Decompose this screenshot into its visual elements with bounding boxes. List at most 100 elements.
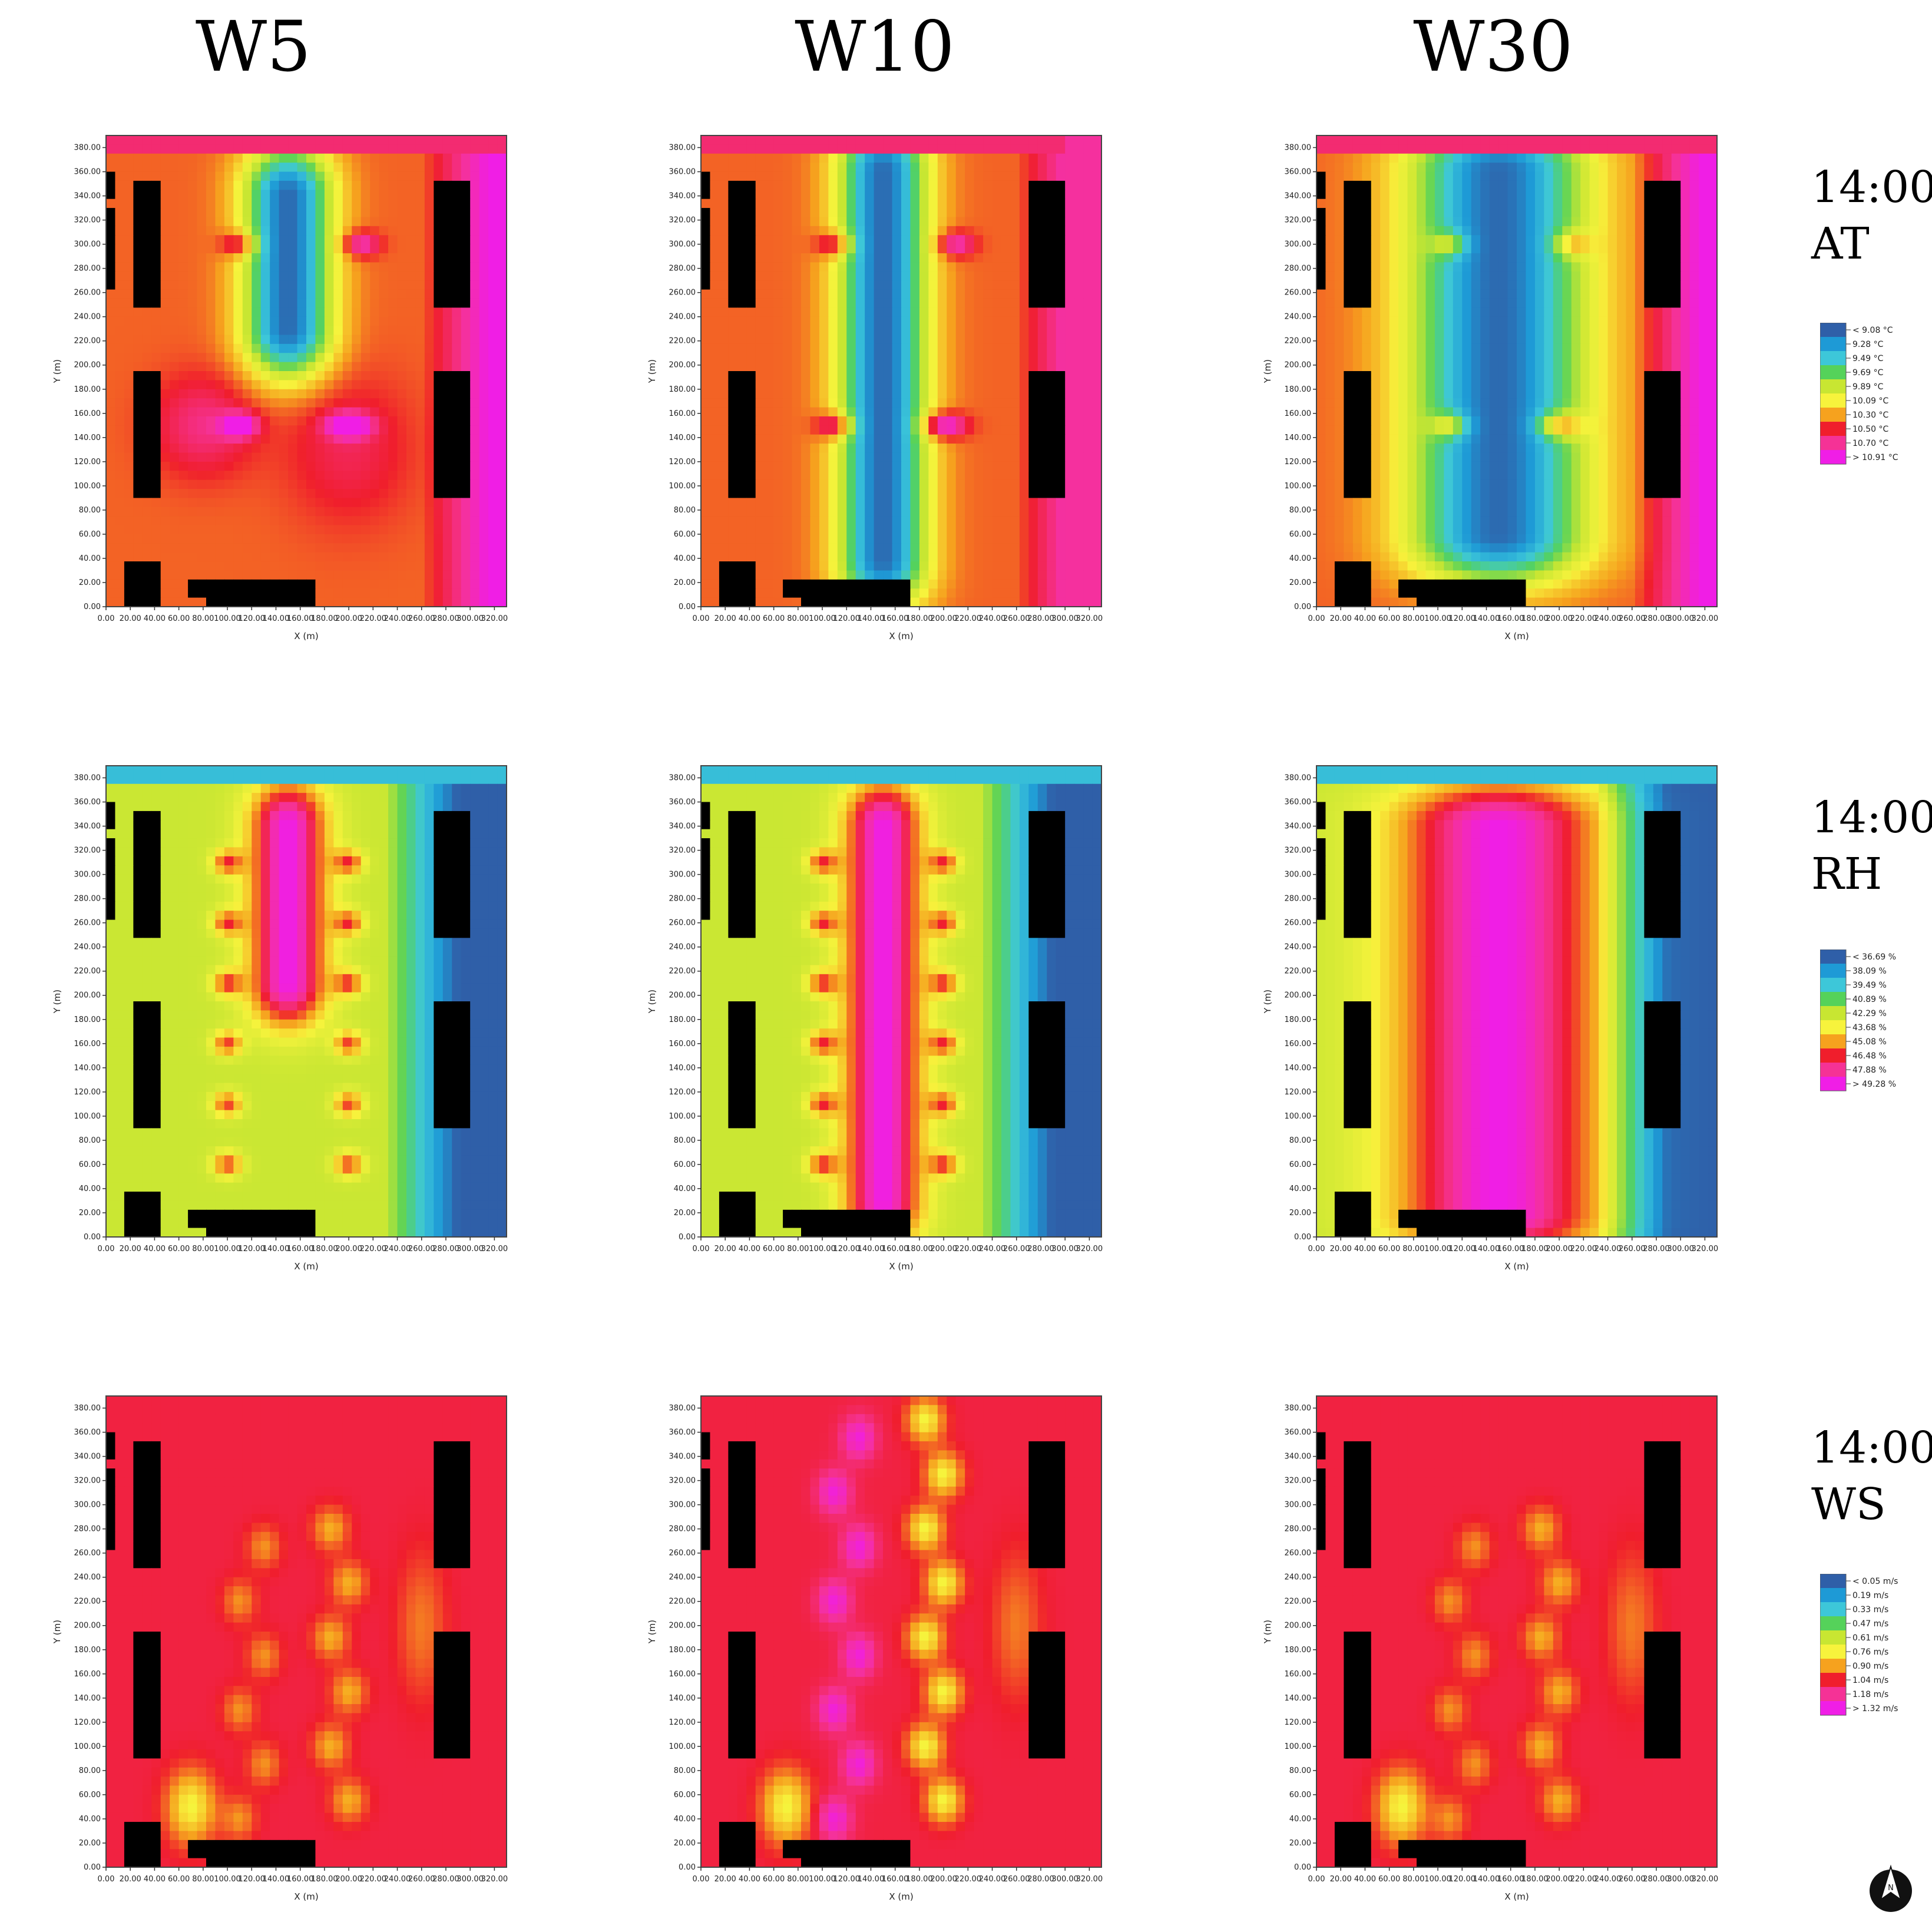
- heatmap-cell: [928, 534, 938, 544]
- heatmap-cell: [792, 444, 802, 453]
- heatmap-cell: [956, 190, 965, 199]
- heatmap-cell: [1047, 226, 1056, 236]
- heatmap-cell: [170, 344, 179, 353]
- heatmap-cell: [206, 416, 216, 426]
- heatmap-cell: [856, 362, 865, 372]
- heatmap-cell: [993, 326, 1002, 335]
- heatmap-cell: [434, 598, 443, 607]
- heatmap-cell: [379, 299, 389, 308]
- heatmap-cell: [415, 299, 425, 308]
- heatmap-cell: [133, 362, 143, 372]
- heatmap-cell: [838, 190, 847, 199]
- heatmap-cell: [261, 253, 270, 263]
- heatmap-cell: [406, 425, 416, 435]
- heatmap-cell: [756, 280, 765, 290]
- heatmap-cell: [801, 353, 810, 362]
- heatmap-cell: [161, 326, 170, 335]
- heatmap-cell: [828, 580, 838, 589]
- heatmap-cell: [865, 299, 874, 308]
- heatmap-cell: [425, 580, 434, 589]
- heatmap-cell: [179, 290, 188, 299]
- row-time-at: 14:00: [1811, 159, 1932, 216]
- heatmap-cell: [443, 135, 452, 145]
- heatmap-cell: [1074, 307, 1084, 317]
- heatmap-cell: [170, 389, 179, 399]
- heatmap-cell: [379, 435, 389, 444]
- heatmap-cell: [1083, 598, 1093, 607]
- heatmap-cell: [398, 570, 407, 580]
- heatmap-cell: [470, 144, 479, 154]
- heatmap-cell: [425, 534, 434, 544]
- heatmap-cell: [434, 144, 443, 154]
- y-tick-label: 360.00: [669, 168, 696, 177]
- heatmap-cell: [874, 307, 884, 317]
- row-title-ws: 14:00 WS: [1811, 1420, 1932, 1533]
- heatmap-cell: [115, 262, 124, 272]
- heatmap-cell: [425, 135, 434, 145]
- heatmap-cell: [947, 208, 956, 217]
- heatmap-cell: [810, 262, 819, 272]
- heatmap-cell: [306, 588, 316, 598]
- heatmap-cell: [1417, 172, 1426, 181]
- heatmap-cell: [1001, 299, 1011, 308]
- heatmap-cell: [1028, 190, 1038, 199]
- heatmap-cell: [1093, 371, 1102, 381]
- heatmap-cell: [974, 371, 984, 381]
- heatmap-cell: [783, 553, 792, 562]
- heatmap-cell: [783, 335, 792, 344]
- heatmap-cell: [910, 380, 919, 389]
- heatmap-cell: [819, 471, 829, 480]
- heatmap-cell: [974, 570, 984, 580]
- heatmap-cell: [479, 534, 489, 544]
- heatmap-cell: [315, 561, 325, 571]
- heatmap-cell: [133, 290, 143, 299]
- heatmap-cell: [206, 317, 216, 326]
- heatmap-cell: [261, 154, 270, 163]
- heatmap-cell: [901, 253, 911, 263]
- heatmap-cell: [179, 498, 188, 507]
- heatmap-cell: [179, 135, 188, 145]
- heatmap-cell: [737, 398, 747, 408]
- heatmap-cell: [1047, 326, 1056, 335]
- heatmap-cell: [233, 181, 243, 190]
- heatmap-cell: [470, 553, 479, 562]
- heatmap-cell: [737, 553, 747, 562]
- heatmap-cell: [361, 561, 370, 571]
- heatmap-cell: [306, 235, 316, 244]
- heatmap-cell: [865, 398, 874, 408]
- heatmap-cell: [1708, 154, 1718, 163]
- heatmap-cell: [783, 398, 792, 408]
- heatmap-cell: [179, 235, 188, 244]
- heatmap-cell: [1599, 154, 1608, 163]
- heatmap-cell: [124, 435, 134, 444]
- heatmap-cell: [388, 163, 398, 172]
- heatmap-cell: [965, 570, 974, 580]
- heatmap-cell: [1680, 135, 1690, 145]
- heatmap-cell: [197, 588, 207, 598]
- heatmap-cell: [938, 389, 947, 399]
- heatmap-cell: [874, 435, 884, 444]
- heatmap-cell: [801, 408, 810, 417]
- heatmap-cell: [215, 480, 224, 489]
- heatmap-cell: [306, 452, 316, 462]
- heatmap-cell: [1065, 362, 1074, 372]
- heatmap-cell: [728, 498, 737, 507]
- heatmap-cell: [415, 235, 425, 244]
- heatmap-cell: [792, 588, 802, 598]
- heatmap-cell: [315, 380, 325, 389]
- heatmap-cell: [115, 398, 124, 408]
- heatmap-cell: [819, 480, 829, 489]
- heatmap-cell: [756, 262, 765, 272]
- heatmap-cell: [1590, 163, 1599, 172]
- heatmap-cell: [306, 181, 316, 190]
- heatmap-cell: [297, 353, 307, 362]
- heatmap-cell: [388, 181, 398, 190]
- heatmap-cell: [965, 272, 974, 281]
- heatmap-cell: [728, 307, 737, 317]
- heatmap-cell: [746, 154, 756, 163]
- heatmap-cell: [270, 580, 279, 589]
- heatmap-cell: [115, 480, 124, 489]
- heatmap-cell: [919, 262, 929, 272]
- heatmap-cell: [1038, 435, 1047, 444]
- heatmap-cell: [956, 262, 965, 272]
